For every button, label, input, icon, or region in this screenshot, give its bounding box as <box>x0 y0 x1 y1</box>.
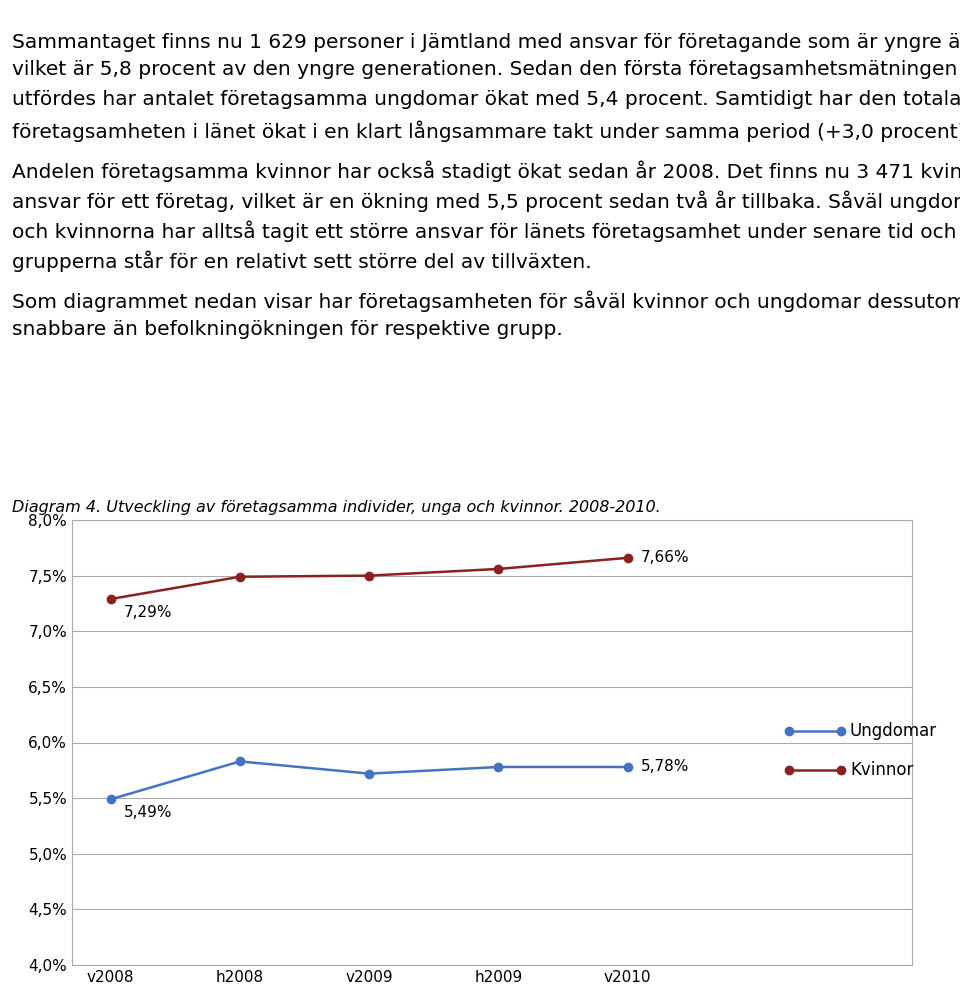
Text: företagsamheten i länet ökat i en klart långsammare takt under samma period (+3,: företagsamheten i länet ökat i en klart … <box>12 120 960 142</box>
Text: Andelen företagsamma kvinnor har också stadigt ökat sedan år 2008. Det finns nu : Andelen företagsamma kvinnor har också s… <box>12 160 960 182</box>
Text: Diagram 4. Utveckling av företagsamma individer, unga och kvinnor. 2008-2010.: Diagram 4. Utveckling av företagsamma in… <box>12 500 660 515</box>
Text: och kvinnorna har alltså tagit ett större ansvar för länets företagsamhet under : och kvinnorna har alltså tagit ett störr… <box>12 220 960 242</box>
Text: ansvar för ett företag, vilket är en ökning med 5,5 procent sedan två år tillbak: ansvar för ett företag, vilket är en ökn… <box>12 190 960 212</box>
Text: 7,66%: 7,66% <box>640 550 689 565</box>
Text: utfördes har antalet företagsamma ungdomar ökat med 5,4 procent. Samtidigt har d: utfördes har antalet företagsamma ungdom… <box>12 90 960 109</box>
Text: Som diagrammet nedan visar har företagsamheten för såväl kvinnor och ungdomar de: Som diagrammet nedan visar har företagsa… <box>12 290 960 312</box>
Text: 5,78%: 5,78% <box>640 759 689 774</box>
Text: 7,29%: 7,29% <box>124 605 172 620</box>
Text: Kvinnor: Kvinnor <box>850 761 913 779</box>
Text: 5,49%: 5,49% <box>124 805 172 820</box>
Text: Sammantaget finns nu 1 629 personer i Jämtland med ansvar för företagande som är: Sammantaget finns nu 1 629 personer i Jä… <box>12 30 960 51</box>
Text: snabbare än befolkningökningen för respektive grupp.: snabbare än befolkningökningen för respe… <box>12 320 563 339</box>
Text: vilket är 5,8 procent av den yngre generationen. Sedan den första företagsamhets: vilket är 5,8 procent av den yngre gener… <box>12 60 957 79</box>
Text: Ungdomar: Ungdomar <box>850 722 937 740</box>
Text: grupperna står för en relativt sett större del av tillväxten.: grupperna står för en relativt sett stör… <box>12 250 591 272</box>
